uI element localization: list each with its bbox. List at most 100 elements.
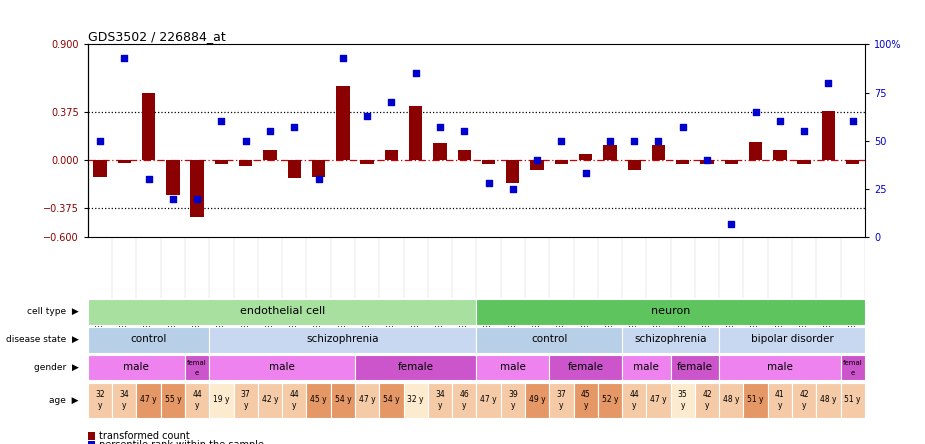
Text: bipolar disorder: bipolar disorder (751, 334, 833, 344)
Point (554, 137, 569, 144)
Text: 39
y: 39 y (508, 390, 518, 409)
Bar (744, 383, 768, 418)
Bar (215, 160, 228, 164)
Point (796, 127, 811, 135)
Bar (137, 383, 161, 418)
Bar (817, 383, 841, 418)
Bar (282, 383, 306, 418)
Bar (841, 383, 865, 418)
Bar (700, 160, 714, 164)
Bar (88, 383, 112, 418)
Text: 44
y: 44 y (290, 390, 299, 409)
Text: 34
y: 34 y (119, 390, 130, 409)
Bar (525, 383, 549, 418)
Bar (724, 160, 738, 164)
Point (287, 124, 302, 131)
Point (214, 118, 228, 125)
Text: disease state  ▶: disease state ▶ (6, 335, 79, 344)
Bar (671, 355, 720, 381)
Bar (652, 145, 665, 160)
Text: control: control (531, 334, 567, 344)
Bar (117, 160, 131, 163)
Bar (500, 383, 525, 418)
Text: male: male (124, 362, 149, 372)
Bar (306, 383, 331, 418)
Bar (622, 383, 647, 418)
Bar (506, 160, 520, 183)
Bar (841, 355, 865, 381)
Text: 42
y: 42 y (702, 390, 712, 409)
Point (821, 79, 836, 87)
Bar (355, 383, 379, 418)
Text: 54 y: 54 y (383, 395, 400, 404)
Text: schizophrenia: schizophrenia (306, 334, 379, 344)
Text: 48 y: 48 y (820, 395, 837, 404)
Text: 51 y: 51 y (845, 395, 861, 404)
Bar (312, 160, 326, 177)
Point (481, 179, 496, 186)
Bar (647, 383, 671, 418)
Bar (821, 111, 835, 160)
Bar (88, 355, 185, 381)
Bar (773, 150, 786, 160)
Bar (336, 86, 350, 160)
Text: 47 y: 47 y (141, 395, 157, 404)
Point (505, 185, 520, 192)
Text: age  ▶: age ▶ (49, 396, 79, 405)
Bar (476, 383, 500, 418)
Text: 54 y: 54 y (335, 395, 352, 404)
Bar (458, 150, 471, 160)
Bar (749, 142, 762, 160)
Text: 48 y: 48 y (723, 395, 740, 404)
Text: 37
y: 37 y (240, 390, 251, 409)
Point (772, 118, 787, 125)
Text: 49 y: 49 y (529, 395, 546, 404)
Bar (209, 383, 233, 418)
Text: 34
y: 34 y (435, 390, 445, 409)
Text: 55 y: 55 y (165, 395, 181, 404)
Text: 47 y: 47 y (359, 395, 376, 404)
Point (530, 156, 545, 163)
Bar (695, 383, 720, 418)
Bar (264, 150, 277, 160)
Text: endothelial cell: endothelial cell (240, 306, 325, 316)
Bar (476, 327, 622, 353)
Bar (385, 150, 398, 160)
Bar (409, 106, 423, 160)
Point (457, 127, 472, 135)
Bar (574, 383, 598, 418)
Point (190, 195, 204, 202)
Point (336, 54, 351, 61)
Text: 47 y: 47 y (650, 395, 667, 404)
Text: transformed count: transformed count (99, 431, 190, 440)
Bar (720, 327, 865, 353)
Point (117, 54, 131, 61)
Bar (671, 383, 695, 418)
Text: control: control (130, 334, 166, 344)
Text: male: male (500, 362, 525, 372)
Bar (549, 383, 574, 418)
Point (602, 137, 617, 144)
Bar (427, 383, 452, 418)
Text: 45
y: 45 y (581, 390, 590, 409)
Text: 46
y: 46 y (460, 390, 469, 409)
Text: gender  ▶: gender ▶ (33, 363, 79, 372)
Bar (239, 160, 253, 166)
Bar (452, 383, 476, 418)
Bar (209, 327, 476, 353)
Text: 37
y: 37 y (557, 390, 566, 409)
Bar (555, 160, 568, 164)
Bar (846, 160, 859, 164)
Point (845, 118, 860, 125)
Bar (530, 160, 544, 170)
Text: 42 y: 42 y (262, 395, 278, 404)
Bar (161, 383, 185, 418)
Bar (768, 383, 792, 418)
Point (166, 195, 180, 202)
Bar (379, 383, 403, 418)
Point (311, 176, 326, 183)
Text: 44
y: 44 y (629, 390, 639, 409)
Text: cell type  ▶: cell type ▶ (27, 307, 79, 316)
Bar (627, 160, 641, 170)
Text: 47 y: 47 y (480, 395, 497, 404)
